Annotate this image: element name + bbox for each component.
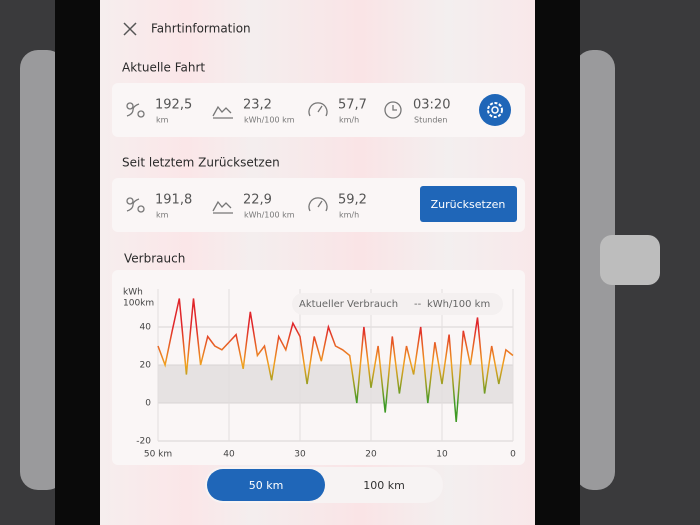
- stat-value: 59,2: [338, 193, 367, 208]
- stat-value: 22,9: [243, 193, 272, 208]
- icon-speed: [308, 197, 328, 212]
- y-tick-label: 40: [140, 323, 152, 333]
- button-label: Zurücksetzen: [431, 198, 506, 211]
- icon: [384, 101, 402, 119]
- x-tick-label: 20: [365, 450, 377, 460]
- stat-unit: km: [156, 211, 169, 220]
- section-title: Aktuelle Fahrt: [122, 61, 205, 75]
- icon-graph: [212, 200, 233, 214]
- x-tick-label: 50 km: [144, 450, 172, 460]
- section-title: Verbrauch: [124, 252, 185, 266]
- x-tick-label: 0: [510, 450, 516, 460]
- toggle-option[interactable]: 50 km: [207, 469, 325, 501]
- stat-unit: kWh/100 km: [244, 211, 295, 220]
- tooltip-unit: kWh/100 km: [427, 299, 490, 310]
- settings-button[interactable]: [479, 94, 511, 126]
- icon: [212, 200, 233, 214]
- stat-value: 03:20: [413, 98, 450, 113]
- icon-pin: [137, 205, 145, 213]
- card: [112, 83, 525, 137]
- icon: [308, 102, 328, 117]
- reset-button[interactable]: Zurücksetzen: [420, 186, 517, 222]
- toggle-label: 50 km: [249, 479, 284, 492]
- icon: [212, 105, 233, 119]
- stat-value: 23,2: [243, 98, 272, 113]
- stat-unit: km: [156, 116, 169, 125]
- icon-pin: [126, 102, 134, 110]
- icon-graph: [212, 105, 233, 119]
- y-axis-label: 100km: [123, 299, 154, 309]
- y-tick-label: -20: [136, 437, 151, 447]
- icon-pin: [137, 110, 145, 118]
- icon-clock: [384, 101, 402, 119]
- section-title: Seit letztem Zurücksetzen: [122, 156, 280, 170]
- y-tick-label: 0: [145, 399, 151, 409]
- x-tick-label: 30: [294, 450, 306, 460]
- stat-value: 191,8: [155, 193, 192, 208]
- close-button[interactable]: [123, 22, 137, 36]
- icon-speed: [308, 102, 328, 117]
- x-tick-label: 10: [436, 450, 448, 460]
- icon-route: [126, 198, 140, 212]
- icon-pin: [126, 197, 134, 205]
- tooltip-label: Aktueller Verbrauch: [299, 299, 398, 310]
- stat-unit: kWh/100 km: [244, 116, 295, 125]
- stat-unit: km/h: [339, 116, 359, 125]
- tooltip-box: [292, 293, 503, 315]
- toggle-option[interactable]: 100 km: [363, 479, 405, 492]
- y-tick-label: 20: [140, 361, 152, 371]
- icon: [126, 197, 145, 213]
- tooltip-value: --: [414, 299, 422, 310]
- stat-value: 192,5: [155, 98, 192, 113]
- toggle-label: 100 km: [363, 479, 405, 492]
- icon: [308, 197, 328, 212]
- toggle-selected: [207, 469, 325, 501]
- stat-value: 57,7: [338, 98, 367, 113]
- icon-route: [126, 103, 140, 117]
- x-tick-label: 40: [223, 450, 235, 460]
- icon: [126, 102, 145, 118]
- stat-unit: Stunden: [414, 116, 447, 125]
- title: Fahrtinformation: [151, 22, 251, 36]
- stat-unit: km/h: [339, 211, 359, 220]
- y-axis-label: kWh: [123, 288, 143, 298]
- icon-hands: [392, 105, 397, 111]
- tooltip: Aktueller Verbrauch -- kWh/100 km: [292, 293, 503, 315]
- consumption-line: [157, 298, 514, 423]
